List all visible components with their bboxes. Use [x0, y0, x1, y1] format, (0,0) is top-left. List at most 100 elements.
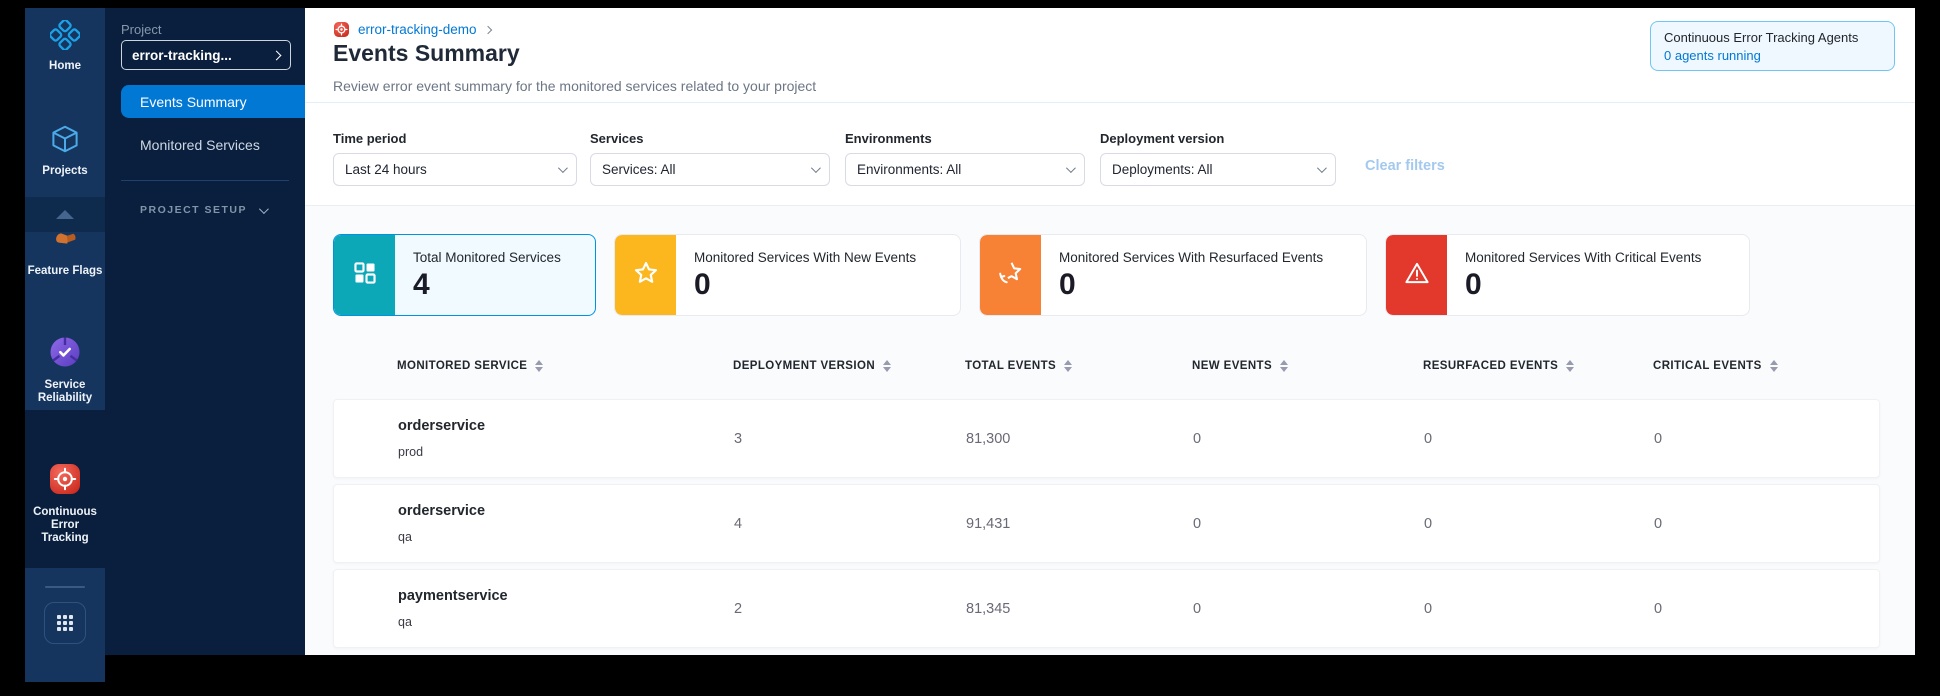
module-switcher-button[interactable]	[44, 602, 86, 644]
sidebar-item-continuous-error-tracking[interactable]: Continuous Error Tracking	[25, 462, 105, 545]
critical-events-cell: 0	[1654, 515, 1663, 532]
column-header-deployment-version[interactable]: DEPLOYMENT VERSION	[733, 360, 965, 372]
scroll-up-icon	[56, 210, 74, 219]
stat-label: Monitored Services With New Events	[694, 250, 917, 265]
stat-icon-block	[334, 235, 395, 315]
stat-icon-block	[980, 235, 1041, 315]
time-period-select[interactable]: Last 24 hours	[333, 153, 577, 186]
content-area: Total Monitored Services 4 Monitored Ser…	[305, 205, 1915, 655]
project-setup-toggle[interactable]: PROJECT SETUP	[140, 203, 269, 216]
service-name[interactable]: paymentservice	[398, 588, 508, 604]
clear-filters-button[interactable]: Clear filters	[1365, 158, 1445, 174]
sidebar-item-feature-flags[interactable]: Feature Flags	[25, 227, 105, 278]
services-table: orderservice prod 3 81,300 0 0 0 orderse…	[333, 399, 1880, 654]
service-name[interactable]: orderservice	[398, 503, 486, 519]
critical-events-cell: 0	[1654, 430, 1663, 447]
time-period-label: Time period	[333, 131, 407, 146]
sidebar-divider	[45, 586, 85, 588]
table-row[interactable]: orderservice prod 3 81,300 0 0 0	[333, 399, 1880, 478]
sidebar-label-continuous-error-tracking: Continuous Error Tracking	[33, 506, 97, 544]
agents-status-panel[interactable]: Continuous Error Tracking Agents 0 agent…	[1650, 21, 1895, 71]
page-subtitle: Review error event summary for the monit…	[333, 78, 817, 94]
column-header-new-events[interactable]: NEW EVENTS	[1192, 360, 1423, 372]
page-title: Events Summary	[333, 40, 520, 66]
sort-icon	[1769, 360, 1778, 372]
nav-item-monitored-services[interactable]: Monitored Services	[121, 130, 305, 160]
chevron-down-icon	[258, 203, 269, 214]
deployment-version-cell: 2	[734, 600, 743, 617]
sort-icon	[1064, 360, 1073, 372]
environments-label: Environments	[845, 131, 932, 146]
sidebar-scroll-up[interactable]	[25, 197, 105, 232]
agents-running-link[interactable]: 0 agents running	[1664, 48, 1761, 63]
apps-grid-icon	[57, 615, 73, 631]
chevron-down-icon	[1065, 163, 1076, 174]
feature-flags-icon	[51, 227, 79, 260]
sidebar-label-projects: Projects	[42, 165, 88, 177]
sidebar-section-divider	[121, 180, 289, 181]
grid-dashboard-icon	[352, 260, 378, 291]
breadcrumb-chevron-icon	[483, 25, 492, 34]
new-events-cell: 0	[1193, 515, 1202, 532]
stat-icon-block	[615, 235, 676, 315]
continuous-error-tracking-icon	[48, 462, 82, 501]
table-row[interactable]: orderservice qa 4 91,431 0 0 0	[333, 484, 1880, 563]
service-cell: paymentservice qa	[398, 588, 734, 629]
stat-label: Monitored Services With Critical Events	[1465, 250, 1702, 265]
sort-icon	[1566, 360, 1575, 372]
column-header-critical-events[interactable]: CRITICAL EVENTS	[1653, 360, 1880, 372]
warning-triangle-icon	[1404, 260, 1430, 291]
chevron-down-icon	[1316, 163, 1327, 174]
stat-card-new-events[interactable]: Monitored Services With New Events 0	[614, 234, 961, 316]
sidebar-item-home[interactable]: Home	[25, 18, 105, 73]
services-label: Services	[590, 131, 644, 146]
service-name[interactable]: orderservice	[398, 418, 486, 434]
star-refresh-icon	[998, 260, 1024, 291]
chevron-down-icon	[810, 163, 821, 174]
deployments-select[interactable]: Deployments: All	[1100, 153, 1336, 186]
project-selector-value: error-tracking...	[132, 47, 232, 63]
nav-item-events-summary[interactable]: Events Summary	[121, 85, 305, 118]
column-header-monitored-service[interactable]: MONITORED SERVICE	[397, 360, 733, 372]
service-cell: orderservice prod	[398, 418, 734, 459]
module-sidebar: Home Projects Feature Flags Service Reli…	[25, 8, 105, 682]
stat-cards: Total Monitored Services 4 Monitored Ser…	[333, 234, 1750, 316]
main-content: error-tracking-demo Events Summary Revie…	[305, 8, 1915, 655]
environments-value: Environments: All	[857, 162, 962, 177]
environments-select[interactable]: Environments: All	[845, 153, 1085, 186]
project-selector[interactable]: error-tracking...	[121, 40, 291, 70]
filter-bar: Time period Last 24 hours Services Servi…	[305, 103, 1915, 205]
services-select[interactable]: Services: All	[590, 153, 830, 186]
star-icon	[633, 260, 659, 291]
chevron-right-icon	[271, 50, 282, 60]
agents-panel-title: Continuous Error Tracking Agents	[1664, 30, 1859, 45]
breadcrumb-project-link[interactable]: error-tracking-demo	[358, 22, 477, 37]
home-icon	[48, 18, 82, 55]
service-environment: qa	[398, 615, 412, 629]
column-header-resurfaced-events[interactable]: RESURFACED EVENTS	[1423, 360, 1653, 372]
stat-card-critical-events[interactable]: Monitored Services With Critical Events …	[1385, 234, 1750, 316]
resurfaced-events-cell: 0	[1424, 515, 1433, 532]
deployment-version-cell: 3	[734, 430, 743, 447]
stat-card-resurfaced-events[interactable]: Monitored Services With Resurfaced Event…	[979, 234, 1367, 316]
sidebar-label-home: Home	[49, 60, 81, 72]
project-setup-label: PROJECT SETUP	[140, 204, 248, 216]
nav-item-events-summary-label: Events Summary	[140, 93, 247, 110]
sidebar-label-service-reliability: Service Reliability	[37, 379, 93, 404]
sort-icon	[883, 360, 892, 372]
stat-value: 0	[694, 268, 711, 301]
stat-card-total-monitored-services[interactable]: Total Monitored Services 4	[333, 234, 596, 316]
sidebar-item-service-reliability[interactable]: Service Reliability	[25, 335, 105, 405]
critical-events-cell: 0	[1654, 600, 1663, 617]
new-events-cell: 0	[1193, 430, 1202, 447]
total-events-cell: 91,431	[966, 515, 1011, 532]
service-reliability-icon	[48, 335, 82, 374]
table-row[interactable]: paymentservice qa 2 81,345 0 0 0	[333, 569, 1880, 648]
error-tracking-project-icon	[333, 21, 350, 38]
sidebar-item-projects[interactable]: Projects	[25, 123, 105, 178]
stat-value: 0	[1059, 268, 1076, 301]
projects-cube-icon	[49, 123, 81, 160]
page-header: error-tracking-demo Events Summary Revie…	[305, 8, 1915, 103]
column-header-total-events[interactable]: TOTAL EVENTS	[965, 360, 1192, 372]
